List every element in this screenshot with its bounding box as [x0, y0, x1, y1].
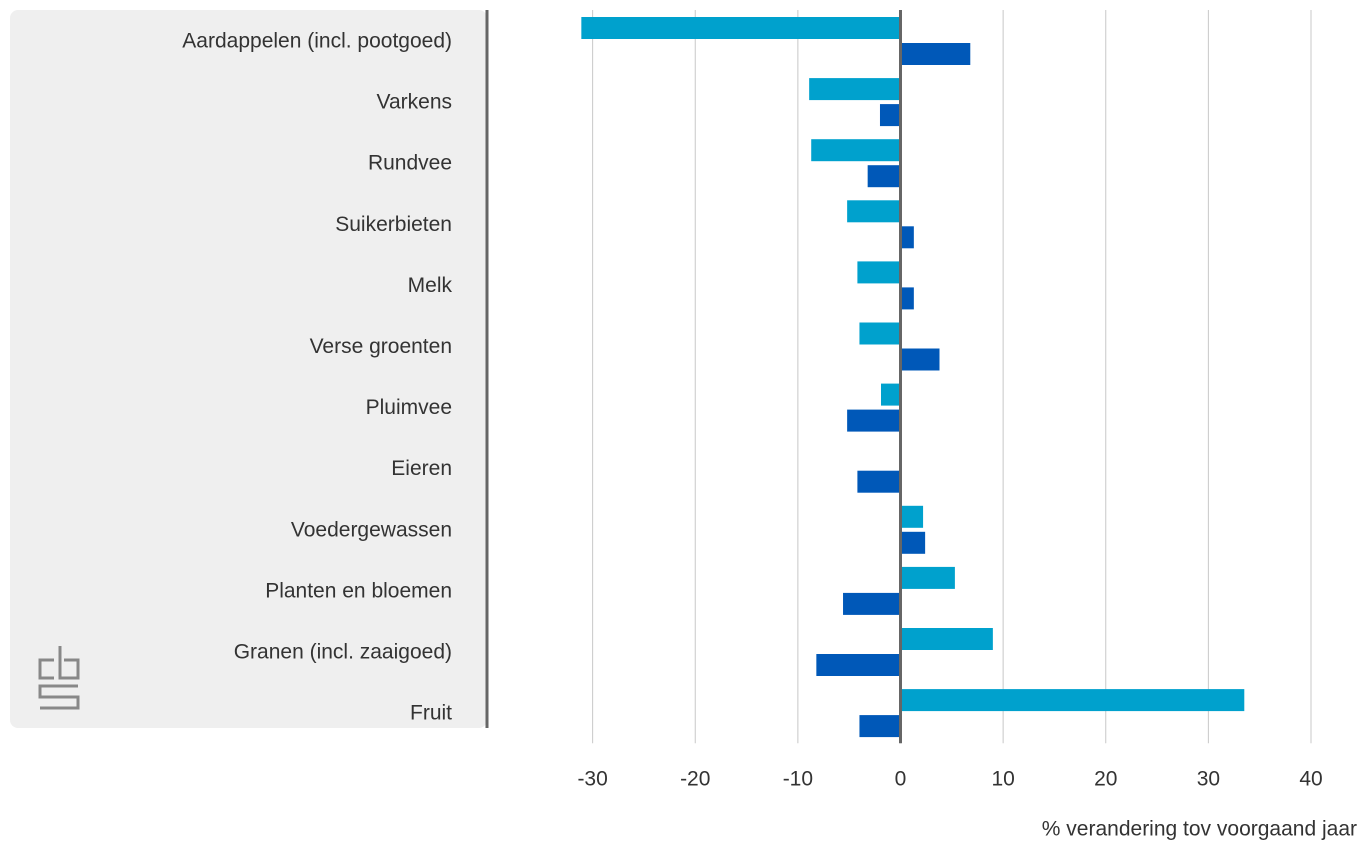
bar — [900, 43, 971, 65]
x-tick-label: 20 — [1094, 768, 1117, 791]
x-tick-label: 0 — [895, 768, 907, 791]
category-label: Verse groenten — [310, 335, 452, 358]
bar — [857, 261, 901, 284]
category-label: Granen (incl. zaaigoed) — [234, 641, 452, 664]
bar — [900, 566, 955, 589]
x-tick-label: 40 — [1299, 768, 1322, 791]
x-tick-label: 10 — [991, 768, 1014, 791]
x-tick-label: 30 — [1197, 768, 1220, 791]
bar — [847, 200, 901, 223]
bar — [900, 226, 914, 249]
bar — [859, 715, 901, 738]
bar — [900, 287, 914, 310]
bar — [900, 628, 993, 650]
category-label: Voedergewassen — [291, 518, 452, 541]
x-tick-label: -20 — [680, 768, 710, 791]
bar — [900, 531, 926, 554]
bar — [867, 165, 901, 188]
x-tick-label: -30 — [577, 768, 607, 791]
category-label: Planten en bloemen — [265, 579, 452, 602]
label-panel — [10, 10, 487, 728]
logo — [38, 646, 80, 710]
bar — [859, 322, 901, 345]
category-label: Eieren — [391, 457, 452, 480]
bar — [900, 348, 940, 371]
x-tick-label: -10 — [783, 768, 813, 791]
x-axis-label: % verandering tov voorgaand jaar — [1042, 818, 1357, 841]
category-label: Varkens — [377, 91, 452, 114]
bar — [816, 654, 901, 676]
category-label: Aardappelen (incl. pootgoed) — [182, 30, 452, 53]
bar — [881, 383, 901, 406]
bar — [857, 470, 901, 493]
bar — [809, 78, 901, 101]
bar — [900, 505, 924, 528]
bar — [847, 409, 901, 432]
bar — [843, 592, 901, 615]
bar — [879, 104, 901, 127]
category-label: Suikerbieten — [335, 213, 452, 236]
category-label: Rundvee — [368, 152, 452, 175]
bar — [811, 139, 901, 162]
bar — [900, 689, 1245, 712]
category-label: Melk — [408, 274, 453, 297]
category-label: Pluimvee — [366, 396, 452, 419]
bar — [581, 17, 901, 39]
category-label: Fruit — [410, 702, 452, 725]
